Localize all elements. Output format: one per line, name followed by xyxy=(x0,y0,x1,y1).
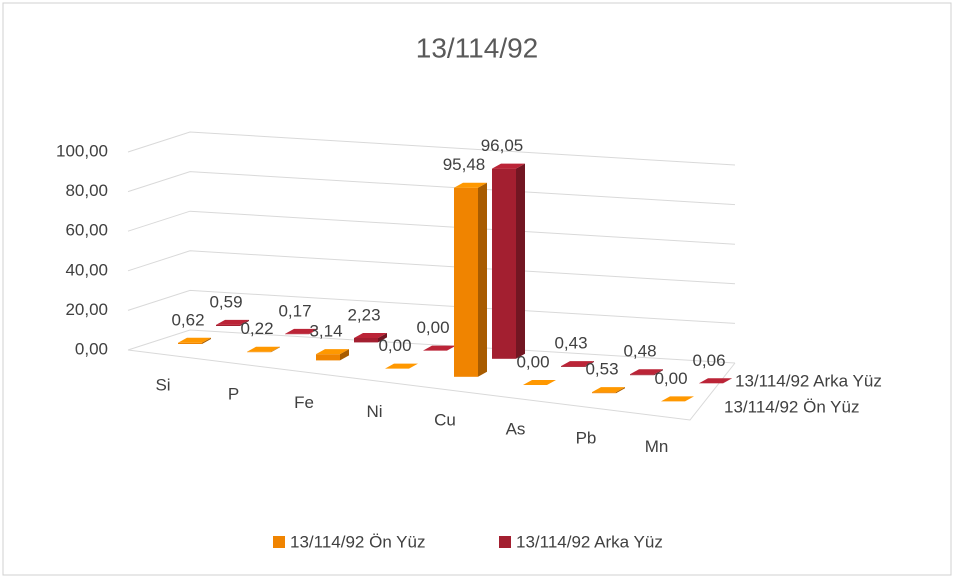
data-label: 96,05 xyxy=(481,136,524,155)
depth-label: 13/114/92 Arka Yüz xyxy=(735,371,882,390)
bar xyxy=(592,392,616,393)
data-label: 0,00 xyxy=(416,318,449,337)
x-tick-label: Cu xyxy=(434,411,456,430)
data-label: 0,00 xyxy=(378,336,411,355)
data-label: 0,62 xyxy=(171,310,204,329)
legend-swatch xyxy=(273,536,285,548)
y-tick-label: 0,00 xyxy=(75,339,108,358)
bar xyxy=(178,343,202,344)
y-tick-label: 20,00 xyxy=(65,300,108,319)
data-label: 0,22 xyxy=(240,319,273,338)
legend-label: 13/114/92 Ön Yüz xyxy=(290,532,425,551)
x-tick-label: Fe xyxy=(294,393,314,412)
data-label: 95,48 xyxy=(443,155,486,174)
data-label: 0,00 xyxy=(516,352,549,371)
bar xyxy=(492,169,516,359)
bar xyxy=(316,354,340,360)
data-label: 0,59 xyxy=(209,292,242,311)
depth-label: 13/114/92 Ön Yüz xyxy=(724,397,859,416)
bar-side xyxy=(478,183,487,377)
x-tick-label: Si xyxy=(155,375,170,394)
data-label: 0,00 xyxy=(654,369,687,388)
y-tick-label: 100,00 xyxy=(56,141,108,160)
chart-title: 13/114/92 xyxy=(416,32,539,63)
data-label: 0,06 xyxy=(692,351,725,370)
y-tick-label: 60,00 xyxy=(65,221,108,240)
bar xyxy=(561,366,585,367)
x-tick-label: As xyxy=(506,419,526,438)
data-label: 3,14 xyxy=(309,322,342,341)
bar xyxy=(630,374,654,375)
bar xyxy=(454,188,478,377)
x-tick-label: Pb xyxy=(576,428,597,447)
data-label: 0,53 xyxy=(585,360,618,379)
x-tick-label: P xyxy=(228,384,239,403)
legend-swatch xyxy=(499,536,511,548)
legend-label: 13/114/92 Arka Yüz xyxy=(516,532,663,551)
y-tick-label: 80,00 xyxy=(65,181,108,200)
data-label: 2,23 xyxy=(347,305,380,324)
data-label: 0,48 xyxy=(623,342,656,361)
data-label: 0,43 xyxy=(554,334,587,353)
x-tick-label: Ni xyxy=(366,402,382,421)
bar xyxy=(354,338,378,342)
x-tick-label: Mn xyxy=(645,437,669,456)
bar-side xyxy=(516,164,525,359)
data-label: 0,17 xyxy=(278,301,311,320)
y-tick-label: 40,00 xyxy=(65,260,108,279)
bar xyxy=(216,325,240,326)
